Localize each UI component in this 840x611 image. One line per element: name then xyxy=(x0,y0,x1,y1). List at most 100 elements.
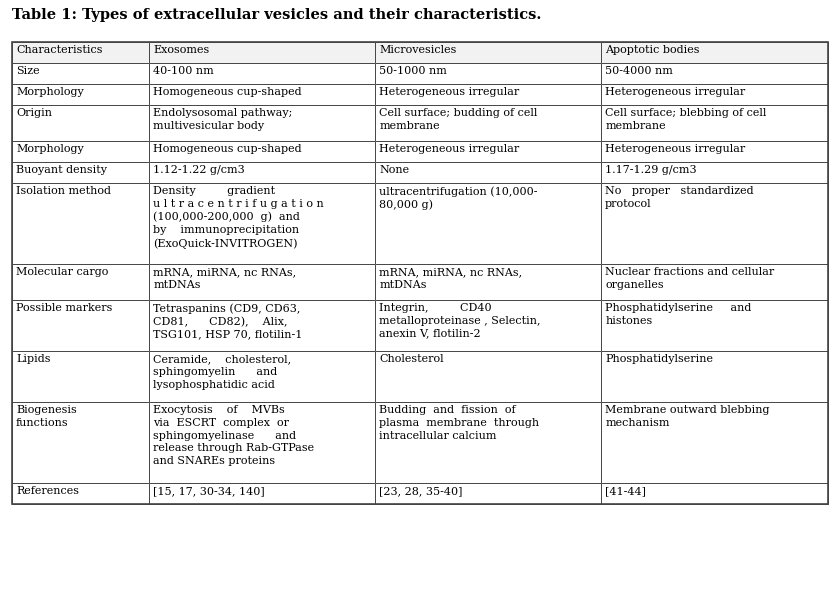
Bar xyxy=(12,351,149,402)
Text: References: References xyxy=(16,486,79,496)
Bar xyxy=(12,105,149,141)
Text: Isolation method: Isolation method xyxy=(16,186,111,196)
Text: Tetraspanins (CD9, CD63,
CD81,      CD82),    Alix,
TSG101, HSP 70, flotilin-1: Tetraspanins (CD9, CD63, CD81, CD82), Al… xyxy=(153,303,302,340)
Bar xyxy=(12,183,149,264)
Text: 1.12-1.22 g/cm3: 1.12-1.22 g/cm3 xyxy=(153,165,244,175)
Bar xyxy=(375,63,601,84)
Bar xyxy=(601,162,828,183)
Bar xyxy=(601,402,828,483)
Bar xyxy=(375,351,601,402)
Text: Heterogeneous irregular: Heterogeneous irregular xyxy=(605,87,745,97)
Bar xyxy=(375,402,601,483)
Bar xyxy=(375,141,601,162)
Bar xyxy=(149,183,375,264)
Text: Cell surface; blebbing of cell
membrane: Cell surface; blebbing of cell membrane xyxy=(605,108,767,131)
Bar xyxy=(149,183,375,264)
Bar xyxy=(149,162,375,183)
Bar xyxy=(601,483,828,504)
Bar xyxy=(12,63,149,84)
Bar xyxy=(12,402,149,483)
Text: Endolysosomal pathway;
multivesicular body: Endolysosomal pathway; multivesicular bo… xyxy=(153,108,292,131)
Bar xyxy=(375,162,601,183)
Bar xyxy=(375,42,601,63)
Bar xyxy=(375,264,601,300)
Bar xyxy=(375,264,601,300)
Bar xyxy=(375,141,601,162)
Bar xyxy=(12,300,149,351)
Bar xyxy=(149,300,375,351)
Bar xyxy=(601,63,828,84)
Text: Cell surface; budding of cell
membrane: Cell surface; budding of cell membrane xyxy=(379,108,538,131)
Bar xyxy=(149,84,375,105)
Bar xyxy=(149,105,375,141)
Bar xyxy=(601,483,828,504)
Text: Morphology: Morphology xyxy=(16,87,84,97)
Text: ultracentrifugation (10,000-
80,000 g): ultracentrifugation (10,000- 80,000 g) xyxy=(379,186,538,210)
Text: Buoyant density: Buoyant density xyxy=(16,165,107,175)
Text: Nuclear fractions and cellular
organelles: Nuclear fractions and cellular organelle… xyxy=(605,267,774,290)
Bar xyxy=(601,84,828,105)
Text: Density         gradient
u l t r a c e n t r i f u g a t i o n
(100,000-200,000 : Density gradient u l t r a c e n t r i f… xyxy=(153,186,324,249)
Text: Microvesicles: Microvesicles xyxy=(379,45,456,55)
Bar xyxy=(601,105,828,141)
Text: Size: Size xyxy=(16,66,39,76)
Bar xyxy=(149,351,375,402)
Bar xyxy=(601,300,828,351)
Text: Table 1: Types of extracellular vesicles and their characteristics.: Table 1: Types of extracellular vesicles… xyxy=(12,8,541,22)
Bar xyxy=(375,402,601,483)
Text: Ceramide,    cholesterol,
sphingomyelin      and
lysophosphatidic acid: Ceramide, cholesterol, sphingomyelin and… xyxy=(153,354,291,390)
Bar xyxy=(375,300,601,351)
Bar xyxy=(601,264,828,300)
Bar xyxy=(149,141,375,162)
Bar xyxy=(12,300,149,351)
Bar xyxy=(149,84,375,105)
Bar xyxy=(149,63,375,84)
Text: Homogeneous cup-shaped: Homogeneous cup-shaped xyxy=(153,87,302,97)
Text: Membrane outward blebbing
mechanism: Membrane outward blebbing mechanism xyxy=(605,405,769,428)
Bar xyxy=(601,402,828,483)
Text: [23, 28, 35-40]: [23, 28, 35-40] xyxy=(379,486,463,496)
Text: Homogeneous cup-shaped: Homogeneous cup-shaped xyxy=(153,144,302,154)
Bar xyxy=(601,105,828,141)
Text: Origin: Origin xyxy=(16,108,52,118)
Text: Lipids: Lipids xyxy=(16,354,50,364)
Bar xyxy=(375,105,601,141)
Bar xyxy=(149,264,375,300)
Bar xyxy=(12,402,149,483)
Bar xyxy=(12,84,149,105)
Text: 50-1000 nm: 50-1000 nm xyxy=(379,66,447,76)
Text: 50-4000 nm: 50-4000 nm xyxy=(605,66,673,76)
Text: Possible markers: Possible markers xyxy=(16,303,113,313)
Bar xyxy=(375,84,601,105)
Bar xyxy=(601,141,828,162)
Text: 1.17-1.29 g/cm3: 1.17-1.29 g/cm3 xyxy=(605,165,696,175)
Bar xyxy=(375,300,601,351)
Bar xyxy=(375,105,601,141)
Text: Heterogeneous irregular: Heterogeneous irregular xyxy=(605,144,745,154)
Bar xyxy=(601,351,828,402)
Bar xyxy=(149,402,375,483)
Bar xyxy=(12,84,149,105)
Bar xyxy=(149,483,375,504)
Bar xyxy=(12,162,149,183)
Bar xyxy=(12,42,828,504)
Bar xyxy=(149,402,375,483)
Bar xyxy=(375,483,601,504)
Bar xyxy=(12,63,149,84)
Bar xyxy=(149,264,375,300)
Bar xyxy=(12,141,149,162)
Text: Biogenesis
functions: Biogenesis functions xyxy=(16,405,76,428)
Text: Apoptotic bodies: Apoptotic bodies xyxy=(605,45,700,55)
Bar xyxy=(149,300,375,351)
Bar xyxy=(601,351,828,402)
Bar xyxy=(149,351,375,402)
Bar xyxy=(12,42,149,63)
Text: mRNA, miRNA, nc RNAs,
mtDNAs: mRNA, miRNA, nc RNAs, mtDNAs xyxy=(379,267,522,290)
Text: No   proper   standardized
protocol: No proper standardized protocol xyxy=(605,186,753,209)
Bar xyxy=(12,162,149,183)
Bar xyxy=(601,141,828,162)
Text: Heterogeneous irregular: Heterogeneous irregular xyxy=(379,144,519,154)
Bar xyxy=(149,105,375,141)
Bar xyxy=(375,42,601,63)
Text: Cholesterol: Cholesterol xyxy=(379,354,444,364)
